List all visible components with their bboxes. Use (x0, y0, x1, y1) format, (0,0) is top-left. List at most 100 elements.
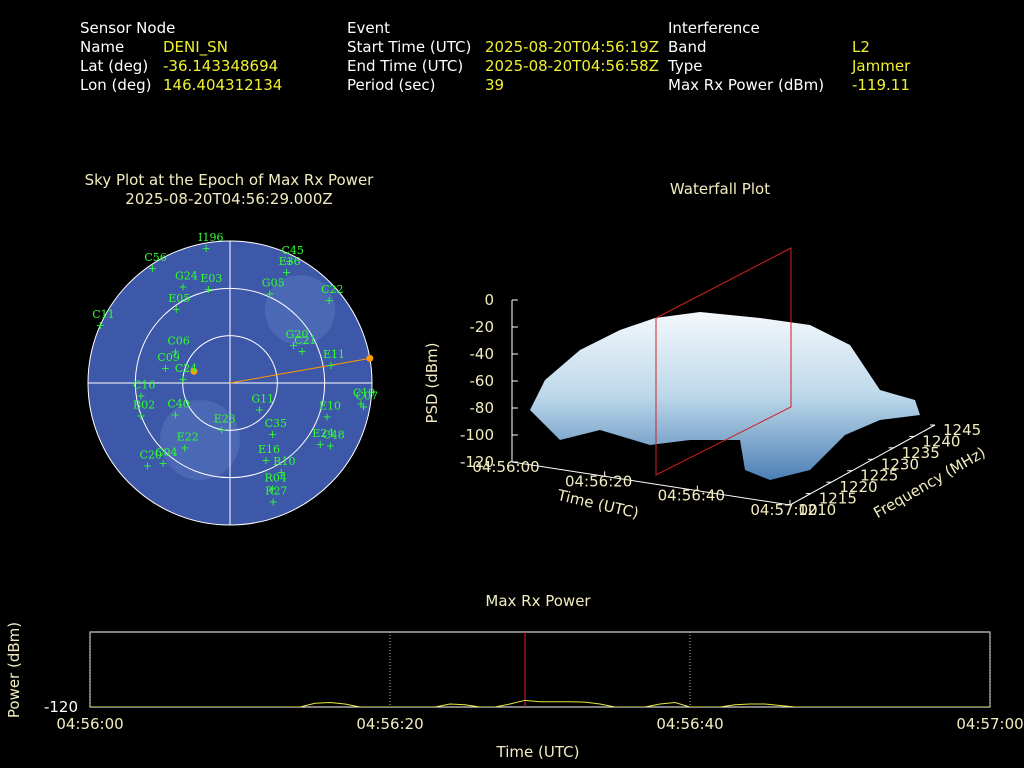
x-axis-label: Time (UTC) (496, 743, 580, 761)
section-title: Interference (668, 19, 760, 37)
sky-patch (265, 275, 335, 345)
satellite-label: G20 (286, 328, 309, 341)
satellite-mark: + (136, 409, 145, 422)
satellite-mark: + (324, 294, 333, 307)
field-value: Jammer (851, 57, 911, 75)
satellite-mark: + (261, 454, 270, 467)
satellite-mark: + (285, 255, 294, 268)
satellite-mark: + (326, 440, 335, 453)
satellite-label: I196 (198, 231, 223, 244)
satellite-label: C48 (322, 429, 344, 442)
satellite-mark: + (178, 281, 187, 294)
z-axis-label: PSD (dBm) (423, 342, 441, 423)
satellite-mark: + (277, 466, 286, 479)
satellite-label: E22 (177, 431, 199, 444)
plot-frame (89, 631, 991, 708)
satellite-label: R10 (273, 455, 295, 468)
z-tick-label: 0 (484, 291, 494, 309)
satellite-label: G24 (175, 270, 198, 283)
waterfall-frame (511, 247, 936, 506)
elevation-ring (182, 335, 278, 431)
satellite-mark: + (171, 409, 180, 422)
satellite-label: C35 (265, 417, 287, 430)
satellite-mark: + (202, 242, 211, 255)
satellite-label: C06 (167, 334, 189, 347)
z-tick-label: -60 (470, 372, 495, 390)
field-label: Max Rx Power (dBm) (668, 76, 824, 94)
satellite-mark: + (269, 496, 278, 509)
satellite-label: R04 (265, 471, 287, 484)
section-title: Sensor Node (80, 19, 175, 37)
field-value: 2025-08-20T04:56:58Z (485, 57, 659, 75)
y-tick-label: 1235 (902, 444, 940, 462)
x-tick-label: 04:56:00 (56, 715, 123, 733)
chart-title: Max Rx Power (485, 592, 591, 610)
z-tick-label: -40 (470, 345, 495, 363)
elevation-ring (134, 287, 326, 479)
field-label: Type (667, 57, 702, 75)
y-tick-label: -120 (44, 698, 78, 716)
satellite-mark: + (265, 288, 274, 301)
satellite-label: G11 (251, 392, 274, 405)
satellite-mark: + (136, 390, 145, 403)
satellite-mark: + (148, 262, 157, 275)
satellite-mark: + (217, 424, 226, 437)
satellite-mark: + (322, 410, 331, 423)
z-tick-label: -20 (470, 318, 495, 336)
y-tick-label: 1240 (922, 432, 960, 450)
x-tick-label: 04:56:40 (656, 715, 723, 733)
satellite-label: C40 (167, 398, 189, 411)
satellite-mark: + (96, 319, 105, 332)
field-value: -36.143348694 (163, 57, 278, 75)
satellite-label: E05 (168, 292, 190, 305)
field-label: Band (668, 38, 707, 56)
field-value: DENI_SN (163, 38, 228, 57)
x-tick-label: 04:56:00 (472, 458, 539, 476)
field-label: Lon (deg) (80, 76, 152, 94)
field-label: Start Time (UTC) (347, 38, 471, 56)
section-title: Event (347, 19, 390, 37)
psd-surface (530, 312, 920, 480)
satellite-label: C09 (157, 351, 179, 364)
satellite-mark: + (158, 457, 167, 470)
field-value: 146.404312134 (163, 76, 282, 94)
satellite-label: E11 (323, 348, 345, 361)
y-tick-label: 1220 (839, 478, 877, 496)
z-tick-label: -100 (460, 426, 494, 444)
freq-axis (789, 424, 936, 506)
satellite-mark: + (316, 438, 325, 451)
epoch-plane (655, 247, 792, 476)
satellite-label: C04 (155, 446, 177, 459)
satellite-label: B02 (133, 398, 155, 411)
satellite-mark: + (282, 266, 291, 279)
satellite-label: C24 (175, 362, 197, 375)
satellite-label: C16 (133, 379, 155, 392)
satellite-label: E24 (312, 427, 334, 440)
y-tick-label: 1225 (860, 467, 898, 485)
y-axis-label: Power (dBm) (5, 622, 23, 718)
satellite-mark: + (180, 442, 189, 455)
satellite-mark: + (143, 460, 152, 473)
satellite-label: C20 (139, 449, 161, 462)
x-axis-label: Time (UTC) (555, 486, 641, 522)
satellite-label: E10 (319, 399, 341, 412)
satellite-label: E03 (200, 272, 222, 285)
satellite-label: E16 (258, 443, 280, 456)
satellite-label: G05 (262, 277, 285, 290)
satellite-mark: + (172, 303, 181, 316)
interference-point (366, 354, 374, 362)
sky-patch (160, 400, 240, 480)
satellite-label: C07 (356, 390, 378, 403)
field-label: Name (80, 38, 124, 56)
z-tick-label: -80 (470, 399, 495, 417)
field-value: L2 (852, 38, 870, 56)
field-value: 2025-08-20T04:56:19Z (485, 38, 659, 56)
interference-bearing (229, 357, 370, 384)
satellite-mark: + (326, 359, 335, 372)
time-axis (511, 461, 791, 506)
chart-subtitle: 2025-08-20T04:56:29.000Z (125, 190, 332, 208)
field-label: End Time (UTC) (347, 57, 463, 75)
satellite-mark: + (268, 482, 277, 495)
x-tick-label: 04:56:20 (356, 715, 423, 733)
